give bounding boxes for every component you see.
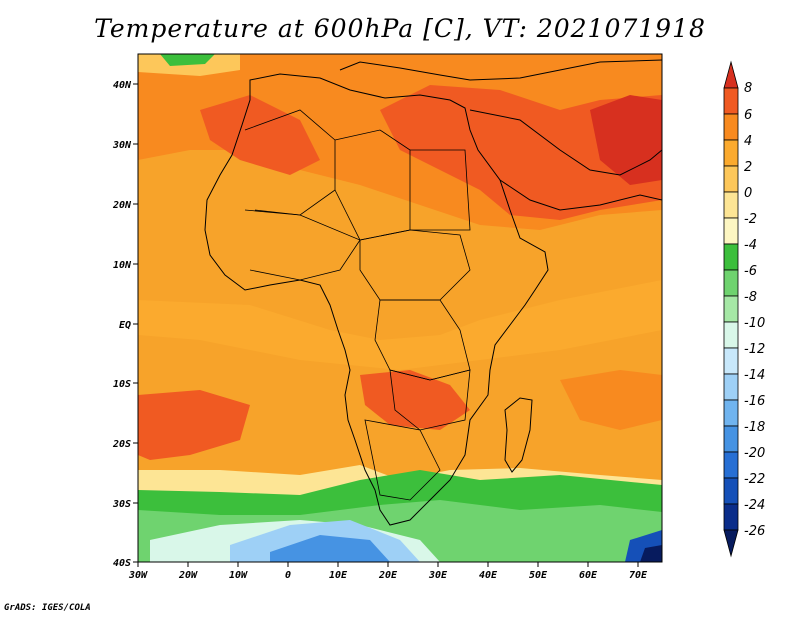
colorbar-label: 4 bbox=[744, 134, 752, 149]
map-frame bbox=[137, 53, 663, 563]
field-top-pale bbox=[138, 54, 240, 76]
colorbar-segment bbox=[723, 477, 739, 505]
field-se-deep-blue bbox=[640, 545, 662, 562]
colorbar-label: -22 bbox=[744, 472, 765, 487]
colorbar-label: -10 bbox=[744, 316, 765, 331]
colorbar-label: -6 bbox=[744, 264, 757, 279]
mediterranean-north-coastline bbox=[339, 59, 662, 81]
colorbar-label: 6 bbox=[744, 108, 752, 123]
lon-label: 40E bbox=[479, 570, 498, 581]
colorbar-segment bbox=[723, 399, 739, 427]
country-borders bbox=[244, 109, 471, 501]
colorbar-label: -26 bbox=[744, 524, 765, 539]
lat-label: 20N bbox=[112, 200, 132, 211]
colorbar-labels: 8 6 4 2 0 -2 -4 -6 -8 -10 -12 -14 -16 -1… bbox=[744, 81, 765, 539]
field-top-green bbox=[160, 54, 215, 66]
colorbar-segment bbox=[723, 87, 739, 115]
field-equator-band bbox=[138, 280, 662, 370]
colorbar-segment bbox=[723, 113, 739, 141]
colorbar-segment bbox=[723, 139, 739, 167]
colorbar-label: 0 bbox=[744, 186, 752, 201]
arabia-coastline bbox=[469, 109, 662, 176]
lat-label: 40N bbox=[113, 80, 132, 91]
colorbar-label: -16 bbox=[744, 394, 765, 409]
map-title: Temperature at 600hPa [C], VT: 202107191… bbox=[94, 14, 706, 43]
colorbar-label: -18 bbox=[744, 420, 765, 435]
madagascar-coastline bbox=[504, 397, 533, 473]
lon-label: 10E bbox=[329, 570, 348, 581]
border-southern-central bbox=[389, 369, 471, 431]
border-central-sahara bbox=[334, 129, 411, 241]
colorbar-label: -8 bbox=[744, 290, 757, 305]
colorbar-segment bbox=[723, 451, 739, 479]
colorbar-segment bbox=[723, 347, 739, 375]
field-southern-africa-warm bbox=[360, 370, 470, 430]
lon-axis: 30W 20W 10W 0 10E 20E 30E 40E 50E 60E 70… bbox=[128, 562, 648, 581]
colorbar-segment bbox=[723, 60, 739, 89]
colorbar-segment bbox=[723, 321, 739, 349]
lon-label: 50E bbox=[529, 570, 548, 581]
lat-label: 10S bbox=[113, 379, 131, 390]
colorbar-segment bbox=[723, 425, 739, 453]
lon-label: 30W bbox=[128, 570, 148, 581]
lat-label: 30N bbox=[112, 140, 132, 151]
colorbar-segment bbox=[723, 269, 739, 297]
africa-coastline bbox=[204, 73, 549, 526]
lat-label: 10N bbox=[113, 260, 132, 271]
lon-label: 0 bbox=[285, 570, 291, 581]
colorbar-segment bbox=[723, 503, 739, 531]
lon-ticks bbox=[137, 562, 639, 567]
colorbar-label: -4 bbox=[744, 238, 757, 253]
temperature-field bbox=[138, 54, 662, 562]
colorbar-segment bbox=[723, 373, 739, 401]
colorbar-label: 2 bbox=[744, 160, 752, 175]
border-nile bbox=[410, 149, 471, 231]
lon-label: 10W bbox=[229, 570, 248, 581]
field-south-deep-blue bbox=[270, 535, 390, 562]
field-indian-ocean-warm bbox=[560, 370, 662, 430]
lat-label: 30S bbox=[112, 499, 131, 510]
lat-axis: 40N 30N 20N 10N EQ 10S 20S 30S 40S bbox=[112, 80, 138, 569]
colorbar-label: -20 bbox=[744, 446, 765, 461]
lon-label: 60E bbox=[579, 570, 598, 581]
colorbar-segment bbox=[723, 191, 739, 219]
colorbar-segment bbox=[723, 217, 739, 245]
arabia-south-coastline bbox=[499, 179, 662, 211]
colorbar-segment bbox=[723, 295, 739, 323]
colorbar-label: -2 bbox=[744, 212, 757, 227]
colorbar-label: -14 bbox=[744, 368, 765, 383]
lat-ticks bbox=[133, 83, 138, 563]
border-central-africa bbox=[359, 229, 471, 301]
field-sahara-warm bbox=[200, 95, 320, 175]
lon-label: 70E bbox=[629, 570, 648, 581]
border-sahel bbox=[244, 209, 361, 281]
colorbar-label: -24 bbox=[744, 498, 765, 513]
lon-label: 30E bbox=[428, 570, 448, 581]
colorbar bbox=[723, 60, 739, 558]
border-southern-africa bbox=[364, 419, 441, 501]
lat-label: EQ bbox=[119, 320, 131, 331]
colorbar-segment bbox=[723, 529, 739, 558]
lon-label: 20E bbox=[378, 570, 398, 581]
field-sw-atlantic-warm bbox=[138, 390, 250, 460]
colorbar-segment bbox=[723, 243, 739, 271]
colorbar-label: -12 bbox=[744, 342, 765, 357]
coastlines bbox=[204, 59, 662, 526]
colorbar-segment bbox=[723, 165, 739, 193]
lat-label: 40S bbox=[113, 558, 131, 569]
colorbar-label: 8 bbox=[744, 81, 752, 96]
lat-label: 20S bbox=[112, 439, 131, 450]
grads-credit: GrADS: IGES/COLA bbox=[4, 603, 91, 613]
lon-label: 20W bbox=[178, 570, 198, 581]
field-north-hot bbox=[380, 85, 662, 220]
